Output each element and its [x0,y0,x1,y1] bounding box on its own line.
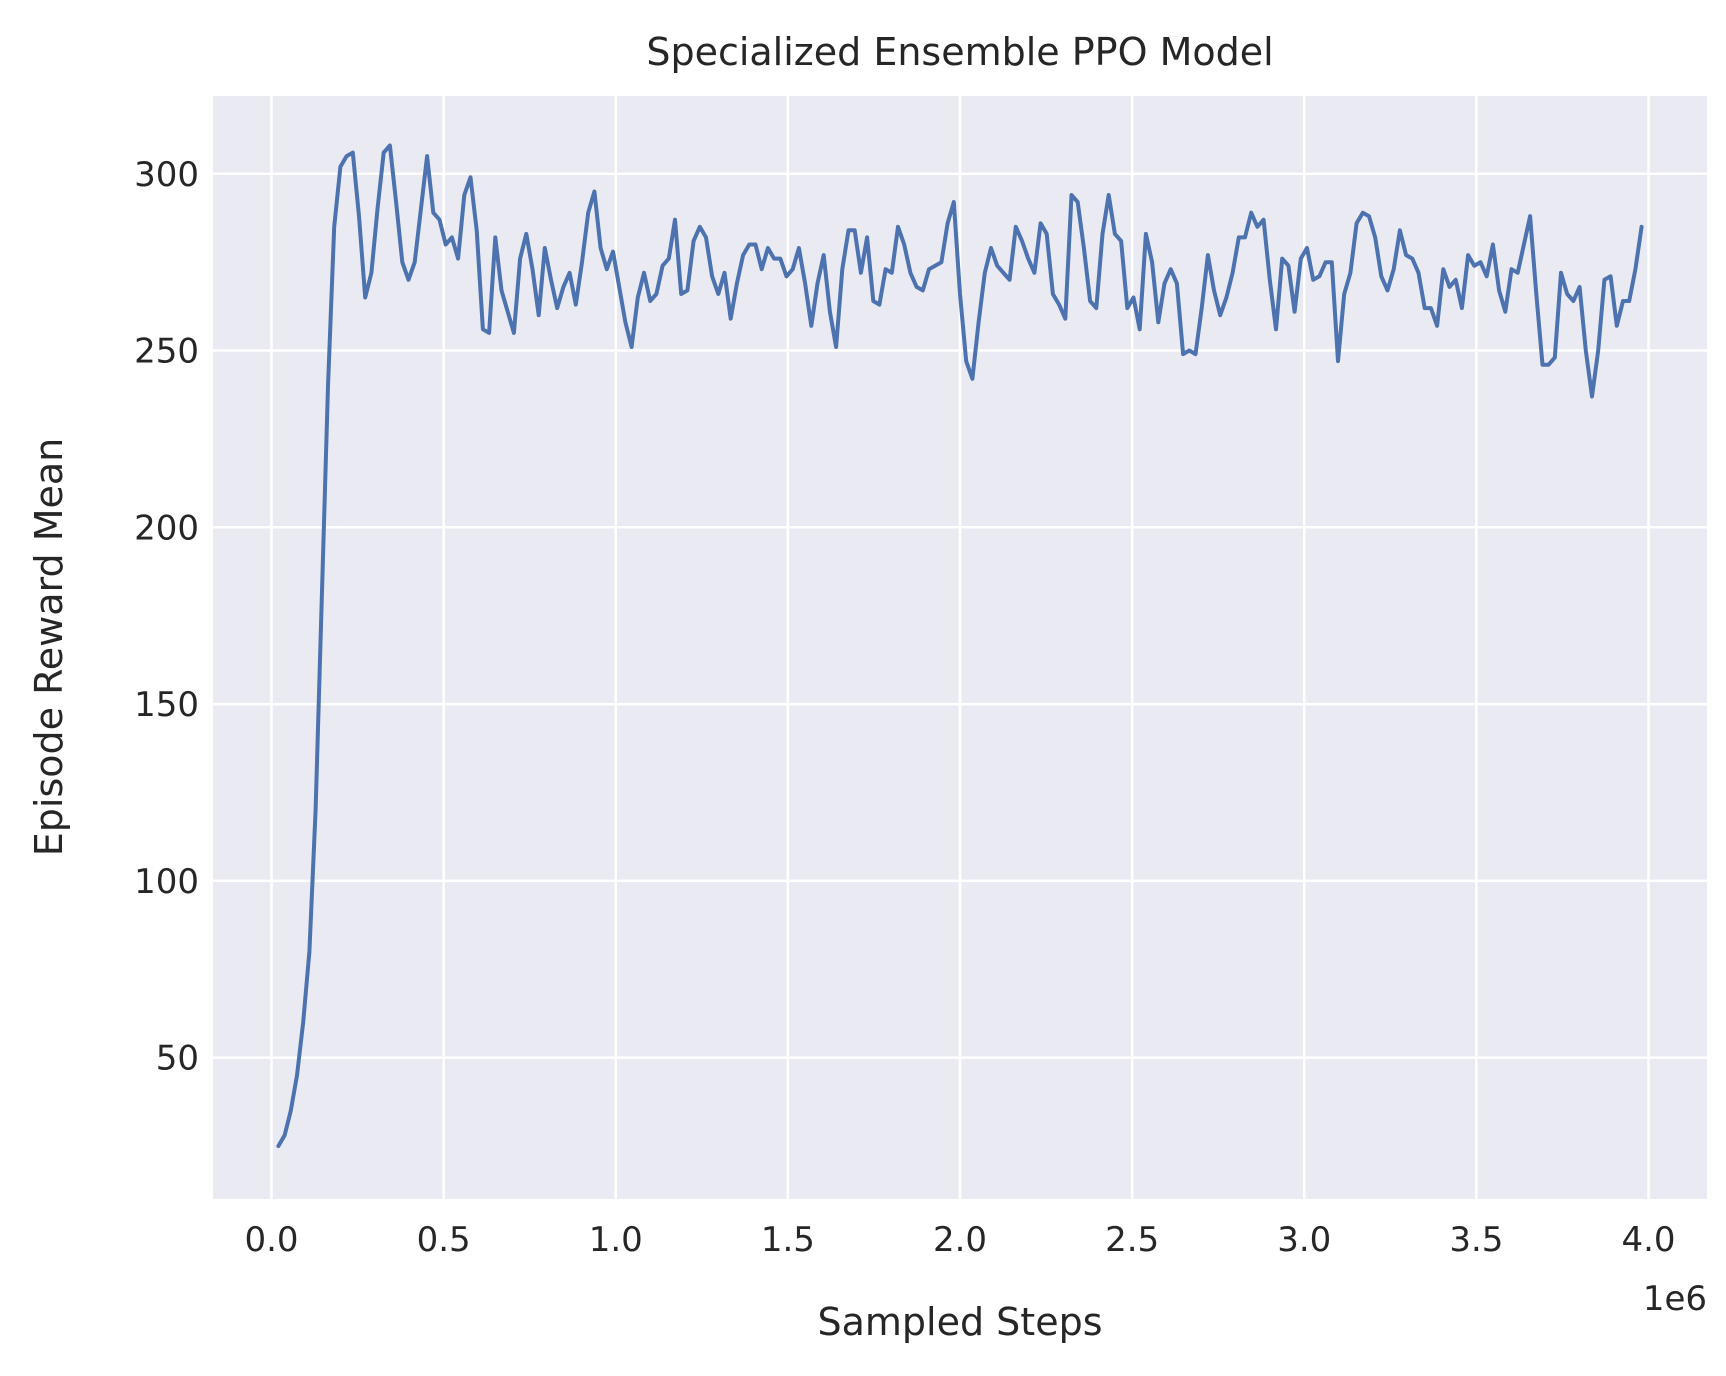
x-axis-label: Sampled Steps [818,1300,1103,1344]
y-tick-label: 300 [134,155,199,195]
x-tick-label: 0.5 [417,1220,471,1260]
x-tick-label: 1.5 [761,1220,815,1260]
x-tick-label: 0.0 [244,1220,298,1260]
x-axis-offset-label: 1e6 [1643,1279,1707,1319]
y-tick-label: 50 [156,1039,199,1079]
x-tick-label: 2.0 [933,1220,987,1260]
y-axis-label: Episode Reward Mean [27,438,71,856]
chart-title: Specialized Ensemble PPO Model [646,30,1273,74]
y-tick-label: 150 [134,685,199,725]
y-tick-label: 100 [134,862,199,902]
x-tick-label: 3.5 [1449,1220,1503,1260]
grid-lines [213,96,1707,1199]
y-tick-label: 250 [134,332,199,372]
y-tick-labels: 50 100 150 200 250 300 [134,155,199,1079]
x-tick-label: 4.0 [1621,1220,1675,1260]
x-tick-label: 1.0 [589,1220,643,1260]
series-points [278,145,1642,1147]
x-tick-label: 3.0 [1277,1220,1331,1260]
x-tick-labels: 0.0 0.5 1.0 1.5 2.0 2.5 3.0 3.5 4.0 [244,1220,1675,1260]
x-tick-label: 2.5 [1105,1220,1159,1260]
y-tick-label: 200 [134,508,199,548]
